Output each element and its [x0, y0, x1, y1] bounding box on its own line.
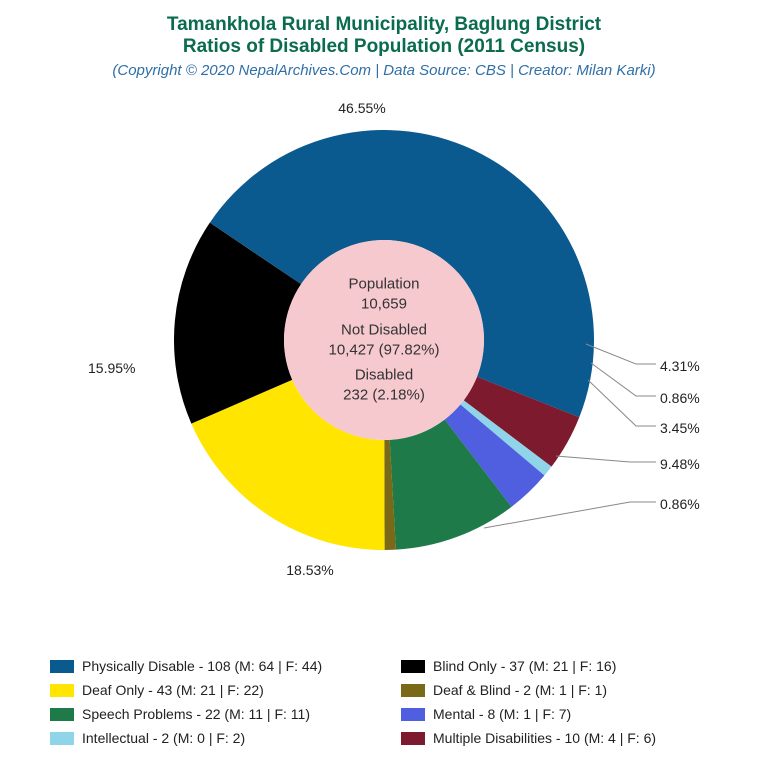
legend-item-0: Physically Disable - 108 (M: 64 | F: 44): [50, 658, 377, 674]
center-disabled-label: Disabled: [299, 365, 469, 385]
legend-label: Mental - 8 (M: 1 | F: 7): [433, 706, 571, 722]
chart-title-line2: Ratios of Disabled Population (2011 Cens…: [0, 36, 768, 58]
legend-swatch: [50, 660, 74, 673]
leader-multiple_disabilities: [586, 344, 656, 364]
legend-swatch: [401, 660, 425, 673]
legend-item-5: Mental - 8 (M: 1 | F: 7): [401, 706, 728, 722]
legend-label: Multiple Disabilities - 10 (M: 4 | F: 6): [433, 730, 656, 746]
donut-center-text: Population 10,659 Not Disabled 10,427 (9…: [299, 269, 469, 411]
legend-item-1: Blind Only - 37 (M: 21 | F: 16): [401, 658, 728, 674]
legend-label: Physically Disable - 108 (M: 64 | F: 44): [82, 658, 322, 674]
legend-label: Intellectual - 2 (M: 0 | F: 2): [82, 730, 245, 746]
legend-label: Speech Problems - 22 (M: 11 | F: 11): [82, 706, 310, 722]
center-population-label: Population: [299, 274, 469, 294]
pct-label-physically_disable: 46.55%: [338, 100, 385, 116]
leader-mental: [588, 380, 656, 426]
legend-swatch: [401, 732, 425, 745]
legend-item-3: Deaf & Blind - 2 (M: 1 | F: 1): [401, 682, 728, 698]
legend-swatch: [50, 732, 74, 745]
center-notdisabled-value: 10,427 (97.82%): [299, 340, 469, 360]
pct-label-speech_problems: 9.48%: [660, 456, 700, 472]
center-notdisabled-label: Not Disabled: [299, 320, 469, 340]
pct-label-deaf_only: 18.53%: [286, 562, 333, 578]
legend-item-4: Speech Problems - 22 (M: 11 | F: 11): [50, 706, 377, 722]
chart-title-line1: Tamankhola Rural Municipality, Baglung D…: [0, 14, 768, 36]
pct-label-deaf_blind: 0.86%: [660, 496, 700, 512]
legend-swatch: [401, 684, 425, 697]
legend-swatch: [50, 684, 74, 697]
legend-label: Deaf & Blind - 2 (M: 1 | F: 1): [433, 682, 607, 698]
chart-subtitle: (Copyright © 2020 NepalArchives.Com | Da…: [0, 62, 768, 79]
donut-chart: Population 10,659 Not Disabled 10,427 (9…: [0, 100, 768, 580]
legend-item-7: Multiple Disabilities - 10 (M: 4 | F: 6): [401, 730, 728, 746]
pct-label-mental: 3.45%: [660, 420, 700, 436]
legend-item-6: Intellectual - 2 (M: 0 | F: 2): [50, 730, 377, 746]
pct-label-blind_only: 15.95%: [88, 360, 135, 376]
center-disabled-value: 232 (2.18%): [299, 386, 469, 406]
center-population-value: 10,659: [299, 295, 469, 315]
legend-swatch: [50, 708, 74, 721]
legend: Physically Disable - 108 (M: 64 | F: 44)…: [50, 658, 728, 746]
leader-intellectual: [591, 363, 656, 396]
pct-label-multiple_disabilities: 4.31%: [660, 358, 700, 374]
legend-swatch: [401, 708, 425, 721]
legend-item-2: Deaf Only - 43 (M: 21 | F: 22): [50, 682, 377, 698]
pct-label-intellectual: 0.86%: [660, 390, 700, 406]
legend-label: Deaf Only - 43 (M: 21 | F: 22): [82, 682, 264, 698]
legend-label: Blind Only - 37 (M: 21 | F: 16): [433, 658, 616, 674]
